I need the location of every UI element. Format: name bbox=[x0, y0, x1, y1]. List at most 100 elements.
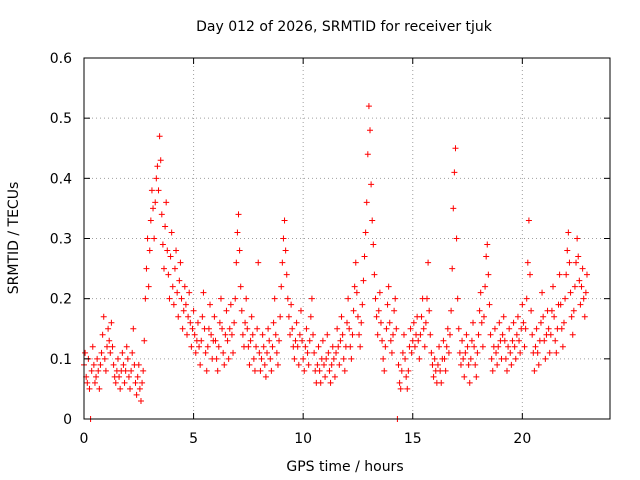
data-point bbox=[506, 325, 513, 332]
data-point bbox=[289, 325, 296, 332]
data-point bbox=[199, 313, 206, 320]
data-point bbox=[583, 271, 590, 278]
data-point bbox=[212, 337, 219, 344]
data-point bbox=[200, 289, 207, 296]
data-point bbox=[133, 391, 140, 398]
data-point bbox=[257, 367, 264, 374]
data-point bbox=[308, 295, 315, 302]
data-point bbox=[430, 373, 437, 380]
data-point bbox=[486, 301, 493, 308]
data-point bbox=[460, 355, 467, 362]
data-point bbox=[358, 319, 365, 326]
data-point bbox=[153, 175, 160, 182]
data-point bbox=[145, 283, 152, 290]
data-point bbox=[345, 295, 352, 302]
data-point bbox=[508, 361, 515, 368]
data-point bbox=[93, 373, 100, 380]
data-point bbox=[220, 349, 227, 356]
data-point bbox=[387, 337, 394, 344]
data-point bbox=[171, 265, 178, 272]
data-point bbox=[513, 331, 520, 338]
data-point bbox=[370, 241, 377, 248]
data-point bbox=[190, 307, 197, 314]
data-point bbox=[291, 355, 298, 362]
data-point bbox=[568, 313, 575, 320]
data-point bbox=[184, 331, 191, 338]
data-point bbox=[106, 337, 113, 344]
data-point bbox=[415, 337, 422, 344]
data-point bbox=[383, 325, 390, 332]
data-point bbox=[573, 259, 580, 266]
data-point bbox=[89, 343, 96, 350]
data-point bbox=[140, 367, 147, 374]
data-point bbox=[325, 349, 332, 356]
data-point bbox=[448, 307, 455, 314]
data-point bbox=[128, 367, 135, 374]
data-point bbox=[522, 325, 529, 332]
data-point bbox=[142, 295, 149, 302]
data-point bbox=[223, 307, 230, 314]
data-point bbox=[576, 277, 583, 284]
data-point bbox=[287, 331, 294, 338]
data-point bbox=[390, 331, 397, 338]
data-point bbox=[339, 331, 346, 338]
data-point bbox=[95, 367, 102, 374]
data-point bbox=[204, 343, 211, 350]
data-point bbox=[94, 355, 101, 362]
data-point bbox=[326, 367, 333, 374]
data-point bbox=[537, 319, 544, 326]
data-point bbox=[244, 325, 251, 332]
data-point bbox=[352, 259, 359, 266]
data-point bbox=[431, 355, 438, 362]
data-point bbox=[317, 379, 324, 386]
data-point bbox=[119, 349, 126, 356]
data-point bbox=[373, 313, 380, 320]
data-point bbox=[559, 343, 566, 350]
data-point bbox=[147, 217, 154, 224]
data-point bbox=[110, 361, 117, 368]
data-point bbox=[96, 385, 103, 392]
data-point bbox=[251, 367, 258, 374]
data-point bbox=[374, 331, 381, 338]
data-point bbox=[416, 355, 423, 362]
data-point bbox=[268, 367, 275, 374]
data-point bbox=[565, 229, 572, 236]
data-point bbox=[117, 385, 124, 392]
data-point bbox=[165, 271, 172, 278]
data-point bbox=[388, 349, 395, 356]
data-point bbox=[276, 337, 283, 344]
data-point bbox=[175, 313, 182, 320]
y-tick-label: 0.4 bbox=[50, 171, 72, 187]
data-point bbox=[109, 343, 116, 350]
y-tick-label: 0.2 bbox=[50, 292, 72, 308]
data-point bbox=[379, 337, 386, 344]
data-point bbox=[423, 295, 430, 302]
data-point bbox=[328, 361, 335, 368]
data-point bbox=[169, 283, 176, 290]
data-point bbox=[464, 343, 471, 350]
data-point bbox=[288, 301, 295, 308]
data-point bbox=[362, 229, 369, 236]
data-point bbox=[225, 355, 232, 362]
data-point bbox=[170, 301, 177, 308]
data-point bbox=[282, 247, 289, 254]
data-point bbox=[535, 361, 542, 368]
data-point bbox=[371, 271, 378, 278]
data-point bbox=[202, 349, 209, 356]
data-point bbox=[398, 367, 405, 374]
data-point bbox=[474, 349, 481, 356]
data-point bbox=[485, 271, 492, 278]
data-point bbox=[534, 349, 541, 356]
data-point bbox=[517, 349, 524, 356]
data-point bbox=[528, 307, 535, 314]
data-point bbox=[249, 331, 256, 338]
data-point bbox=[500, 313, 507, 320]
data-point bbox=[254, 325, 261, 332]
data-point bbox=[104, 343, 111, 350]
data-point bbox=[180, 307, 187, 314]
data-point bbox=[434, 361, 441, 368]
data-point bbox=[562, 295, 569, 302]
data-point bbox=[529, 331, 536, 338]
data-point bbox=[207, 301, 214, 308]
data-point bbox=[297, 307, 304, 314]
